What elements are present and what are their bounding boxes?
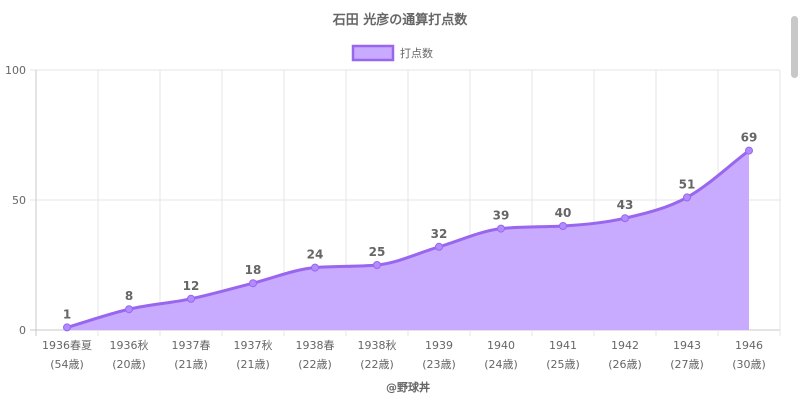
x-tick-sublabel: (54歳) (50, 358, 84, 371)
x-tick-label: 1940 (487, 339, 515, 352)
series-line (65, 149, 751, 329)
data-point[interactable] (63, 323, 71, 332)
x-axis-tick-labels: 1936春夏 (54歳) 1936秋 (20歳) 1937春 (21歳) 1937秋 (21歳… (42, 338, 766, 371)
x-tick-label: 1943 (673, 339, 701, 352)
x-tick-sublabel: (22歳) (360, 358, 394, 371)
x-tick-sublabel: (21歳) (174, 358, 208, 371)
data-label: 24 (307, 248, 324, 262)
scrollbar-thumb[interactable] (791, 16, 798, 78)
x-tick-sublabel: (25歳) (546, 358, 580, 371)
data-label: 1 (63, 307, 71, 321)
x-tick-label: 1936春夏 (42, 339, 92, 352)
data-point[interactable] (311, 263, 319, 272)
y-axis-tick-labels: 0 50 100 (5, 64, 26, 337)
data-label: 32 (431, 227, 448, 241)
chart-title: 石田 光彦の通算打点数 (332, 12, 469, 28)
data-point[interactable] (187, 294, 195, 303)
data-point[interactable] (435, 242, 443, 251)
x-tick-label: 1939 (425, 339, 453, 352)
data-point[interactable] (621, 214, 629, 223)
data-point[interactable] (683, 193, 691, 202)
x-tick-sublabel: (24歳) (484, 358, 518, 371)
data-point[interactable] (373, 261, 381, 269)
legend[interactable]: 打点数 (351, 44, 433, 62)
x-tick-label: 1938秋 (358, 338, 397, 352)
y-tick-label: 100 (5, 64, 26, 77)
x-tick-label: 1936秋 (110, 338, 149, 352)
legend-label: 打点数 (400, 46, 433, 60)
footer-credit: @野球丼 (386, 380, 430, 394)
y-tick-label: 0 (19, 324, 26, 337)
series-area-fill (67, 150, 749, 330)
data-point[interactable] (497, 224, 505, 233)
data-point[interactable] (249, 279, 257, 288)
x-tick-sublabel: (27歳) (670, 358, 704, 371)
x-tick-sublabel: (21歳) (236, 358, 270, 371)
data-label: 69 (741, 131, 758, 145)
data-label: 39 (493, 209, 510, 223)
x-tick-label: 1942 (611, 339, 639, 352)
data-point[interactable] (745, 146, 753, 155)
x-tick-sublabel: (20歳) (112, 358, 146, 371)
x-tick-sublabel: (23歳) (422, 358, 456, 371)
data-label: 43 (617, 198, 634, 212)
data-label: 40 (555, 206, 572, 220)
x-tick-sublabel: (30歳) (732, 358, 766, 371)
data-point[interactable] (125, 305, 133, 314)
data-point[interactable] (559, 222, 567, 230)
series-area (65, 149, 751, 330)
x-tick-label: 1941 (549, 339, 577, 352)
x-tick-label: 1946 (735, 339, 763, 352)
data-label: 51 (679, 177, 696, 191)
x-tick-sublabel: (22歳) (298, 358, 332, 371)
data-points (63, 146, 753, 332)
data-label: 8 (125, 289, 133, 303)
data-label: 25 (369, 245, 386, 259)
x-tick-label: 1937秋 (234, 338, 273, 352)
legend-swatch (351, 44, 395, 62)
data-label: 12 (183, 279, 200, 293)
data-label: 18 (245, 263, 262, 277)
x-tick-sublabel: (26歳) (608, 358, 642, 371)
x-tick-label: 1938春 (296, 339, 335, 352)
y-tick-label: 50 (12, 194, 26, 207)
x-tick-label: 1937春 (172, 339, 211, 352)
